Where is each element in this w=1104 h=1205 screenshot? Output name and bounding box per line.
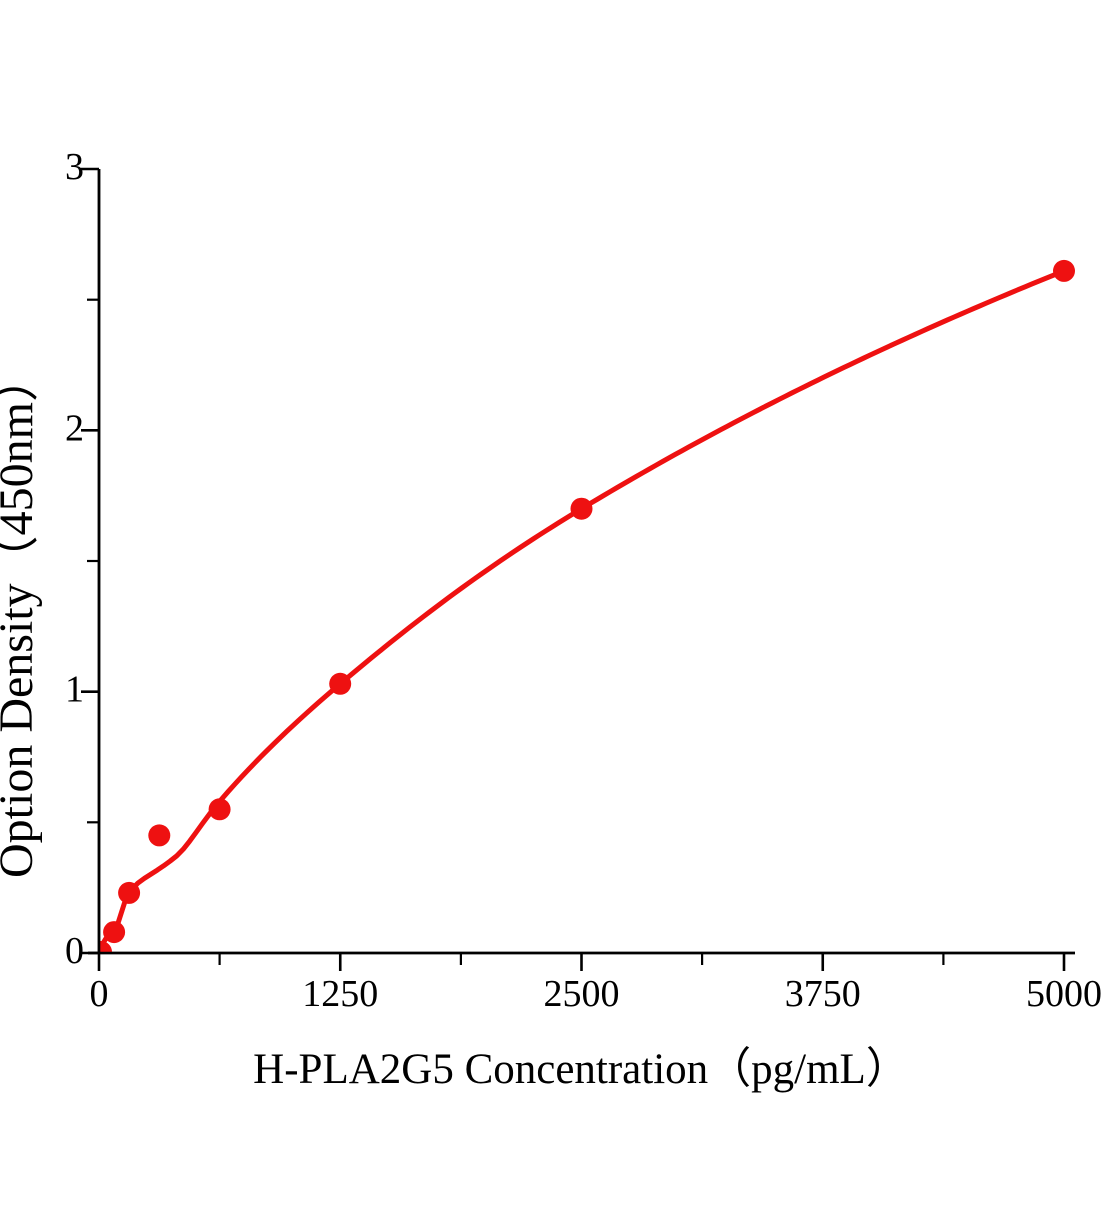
svg-text:3: 3 <box>65 146 84 188</box>
svg-text:1250: 1250 <box>302 973 378 1015</box>
svg-text:H-PLA2G5 Concentration（pg/mL）: H-PLA2G5 Concentration（pg/mL） <box>253 1046 909 1093</box>
svg-text:2500: 2500 <box>544 973 620 1015</box>
svg-text:3750: 3750 <box>785 973 861 1015</box>
svg-text:2: 2 <box>65 407 84 449</box>
svg-text:Option Density（450nm）: Option Density（450nm） <box>0 354 43 878</box>
svg-text:0: 0 <box>65 930 84 972</box>
svg-text:5000: 5000 <box>1026 973 1102 1015</box>
svg-text:0: 0 <box>90 973 109 1015</box>
svg-text:1: 1 <box>65 669 84 711</box>
